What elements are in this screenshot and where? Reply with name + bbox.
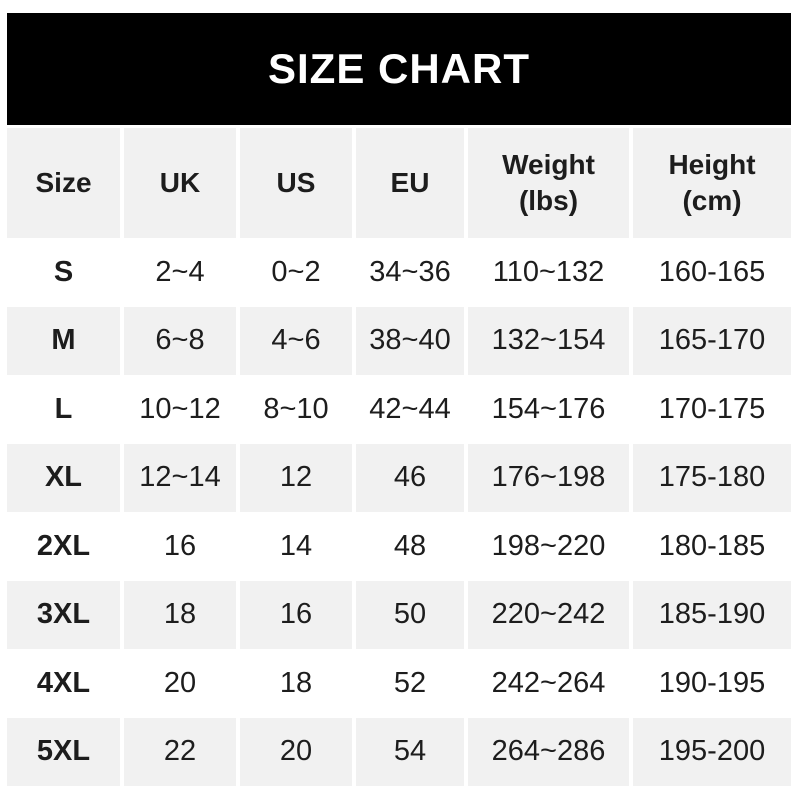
col-header-label: (cm) <box>682 185 742 216</box>
table-cell: 6~8 <box>124 306 236 375</box>
table-cell: 48 <box>356 512 464 581</box>
row-label: M <box>7 306 120 375</box>
table-cell: 18 <box>240 649 352 718</box>
size-chart-banner: SIZE CHART <box>7 13 791 125</box>
row-label: S <box>7 238 120 307</box>
col-header-label: (lbs) <box>518 185 579 216</box>
table-cell: 42~44 <box>356 375 464 444</box>
table-cell: 12 <box>240 443 352 512</box>
table-cell: 16 <box>124 512 236 581</box>
table-cell: 242~264 <box>468 649 629 718</box>
col-header-label: Size <box>35 167 92 198</box>
col-header-size: Size <box>7 128 120 238</box>
col-header-eu: EU <box>356 128 464 238</box>
table-cell: 176~198 <box>468 443 629 512</box>
table-cell: 0~2 <box>240 238 352 307</box>
table-cell: 264~286 <box>468 717 629 786</box>
table-cell: 22 <box>124 717 236 786</box>
row-label: 2XL <box>7 512 120 581</box>
table-cell: 220~242 <box>468 580 629 649</box>
table-cell: 165-170 <box>633 306 791 375</box>
col-header-us: US <box>240 128 352 238</box>
table-cell: 180-185 <box>633 512 791 581</box>
table-cell: 110~132 <box>468 238 629 307</box>
table-cell: 10~12 <box>124 375 236 444</box>
row-label: 5XL <box>7 717 120 786</box>
page-title: SIZE CHART <box>268 45 530 92</box>
table-cell: 175-180 <box>633 443 791 512</box>
table-cell: 154~176 <box>468 375 629 444</box>
table-cell: 16 <box>240 580 352 649</box>
table-cell: 38~40 <box>356 306 464 375</box>
table-cell: 20 <box>124 649 236 718</box>
table-cell: 8~10 <box>240 375 352 444</box>
size-table: Size UK US EU Weight (lbs) Height (cm) S… <box>7 128 791 786</box>
table-cell: 20 <box>240 717 352 786</box>
col-header-label: UK <box>159 167 201 198</box>
col-header-label: Weight <box>502 149 595 180</box>
row-label: 3XL <box>7 580 120 649</box>
col-header-weight: Weight (lbs) <box>468 128 629 238</box>
col-header-label: Height <box>668 149 756 180</box>
col-header-label: EU <box>390 167 430 198</box>
table-cell: 14 <box>240 512 352 581</box>
table-cell: 185-190 <box>633 580 791 649</box>
table-cell: 198~220 <box>468 512 629 581</box>
col-header-height: Height (cm) <box>633 128 791 238</box>
table-cell: 12~14 <box>124 443 236 512</box>
table-cell: 52 <box>356 649 464 718</box>
col-header-uk: UK <box>124 128 236 238</box>
row-label: XL <box>7 443 120 512</box>
table-cell: 4~6 <box>240 306 352 375</box>
table-cell: 46 <box>356 443 464 512</box>
col-header-label: US <box>276 167 316 198</box>
table-cell: 160-165 <box>633 238 791 307</box>
table-cell: 170-175 <box>633 375 791 444</box>
table-cell: 2~4 <box>124 238 236 307</box>
row-label: 4XL <box>7 649 120 718</box>
table-cell: 50 <box>356 580 464 649</box>
row-label: L <box>7 375 120 444</box>
table-cell: 18 <box>124 580 236 649</box>
table-cell: 34~36 <box>356 238 464 307</box>
table-cell: 54 <box>356 717 464 786</box>
table-cell: 132~154 <box>468 306 629 375</box>
table-cell: 190-195 <box>633 649 791 718</box>
table-cell: 195-200 <box>633 717 791 786</box>
